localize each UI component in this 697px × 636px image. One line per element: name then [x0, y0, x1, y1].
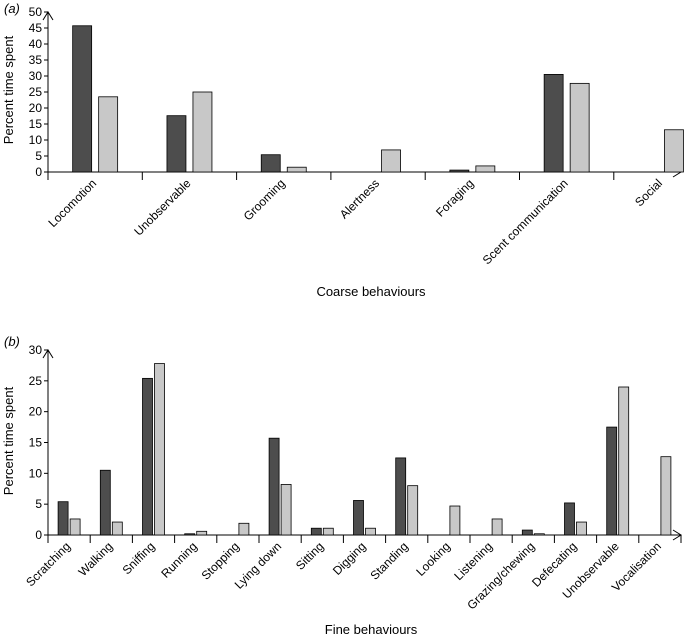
panel-b-category-label: Listening: [451, 539, 495, 583]
panel-b-bar: [310, 527, 322, 536]
panel-a-y-tick-label: 45: [29, 21, 43, 35]
panel-a-bar: [449, 169, 470, 173]
panel-a-y-tick-label: 30: [29, 69, 43, 83]
panel-a-y-tick-label: 50: [29, 5, 43, 19]
panel-a-y-tick-label: 0: [35, 165, 42, 179]
panel-b-y-tick-label: 30: [29, 343, 43, 357]
panel-b-bar: [521, 529, 533, 536]
panel-a-bar: [166, 115, 187, 173]
chart-panel-a: (a) Percent time spent Coarse behaviours…: [1, 1, 684, 299]
panel-a-bar: [543, 74, 564, 173]
panel-b-category-label: Running: [158, 539, 200, 581]
panel-b-bar: [618, 386, 630, 536]
panel-b-bar: [660, 456, 672, 536]
panel-a-bar: [192, 91, 213, 173]
panel-b-bar: [353, 500, 364, 536]
panel-b-y-tick-label: 0: [35, 528, 42, 542]
panel-a-y-tick-label: 35: [29, 53, 43, 67]
panel-a-category-label: Foraging: [433, 176, 476, 219]
panel-b-bar: [184, 533, 196, 536]
panel-b-bar: [99, 469, 111, 536]
panel-b-category-label: Stopping: [199, 539, 242, 582]
panel-a-category-label: Alertness: [337, 176, 382, 221]
panel-b-bar: [142, 377, 153, 536]
panel-a-y-tick-label: 25: [29, 85, 43, 99]
panel-b-bar: [280, 484, 292, 536]
panel-a-bar: [664, 129, 684, 173]
panel-a-bar: [286, 166, 307, 173]
panel-b-category-label: Standing: [367, 539, 410, 582]
panel-b-bar: [395, 457, 407, 536]
panel-a-category-label: Grooming: [241, 176, 288, 223]
panel-a-bar: [260, 154, 281, 173]
panel-a-category-label: Locomotion: [45, 176, 99, 230]
panel-a-label: (a): [4, 1, 20, 16]
panel-a-y-tick-label: 40: [29, 37, 43, 51]
panel-b-ylabel: Percent time spent: [1, 386, 16, 495]
chart-panel-b: (b) Percent time spent Fine behaviours 0…: [1, 334, 682, 636]
panel-b-category-label: Sniffing: [120, 539, 158, 577]
panel-b-bar: [69, 518, 81, 536]
panel-b-category-label: Looking: [413, 539, 453, 579]
panel-b-bar: [449, 505, 461, 536]
panel-b-bar: [533, 533, 545, 536]
panel-b-label: (b): [4, 334, 20, 349]
panel-a-bar: [381, 149, 401, 173]
panel-a-y-tick-label: 15: [29, 117, 43, 131]
panel-b-bar: [111, 521, 123, 536]
panel-b-y-tick-label: 25: [29, 374, 43, 388]
panel-a-bar: [569, 82, 590, 173]
panel-b-bar: [576, 521, 587, 536]
panel-b-bar: [564, 502, 575, 536]
panel-a-y-tick-label: 20: [29, 101, 43, 115]
panel-b-bar: [606, 426, 618, 536]
panel-a-y-tick-label: 5: [35, 149, 42, 163]
panel-b-category-label: Digging: [330, 539, 369, 578]
panel-a-y-tick-label: 10: [29, 133, 43, 147]
panel-a-bar: [475, 165, 496, 173]
panel-b-bar: [57, 501, 69, 536]
panel-a-category-label: Scent communication: [480, 176, 571, 267]
panel-b-y-tick-label: 15: [29, 436, 43, 450]
panel-b-bar: [268, 437, 280, 536]
panel-a-bar: [98, 96, 119, 173]
panel-b-bar: [238, 522, 250, 536]
panel-a-bar: [72, 25, 93, 173]
panel-b-bar: [322, 527, 334, 536]
panel-b-category-label: Walking: [76, 539, 116, 579]
panel-a-xlabel: Coarse behaviours: [316, 284, 426, 299]
panel-b-y-tick-label: 10: [29, 466, 43, 480]
panel-a-category-label: Social: [632, 176, 665, 209]
panel-b-xlabel: Fine behaviours: [325, 622, 418, 636]
panel-a-ylabel: Percent time spent: [1, 35, 16, 144]
panel-b-bar: [154, 363, 165, 536]
panel-b-category-label: Sitting: [293, 539, 326, 572]
panel-b-bar: [491, 518, 503, 536]
panel-b-bar: [196, 530, 208, 536]
panel-b-category-label: Scratching: [23, 539, 73, 589]
panel-b-y-tick-label: 20: [29, 405, 43, 419]
panel-a-category-label: Unobservable: [131, 176, 193, 238]
panel-b-y-tick-label: 5: [35, 497, 42, 511]
panel-b-bar: [365, 527, 376, 536]
panel-b-bar: [407, 485, 419, 536]
